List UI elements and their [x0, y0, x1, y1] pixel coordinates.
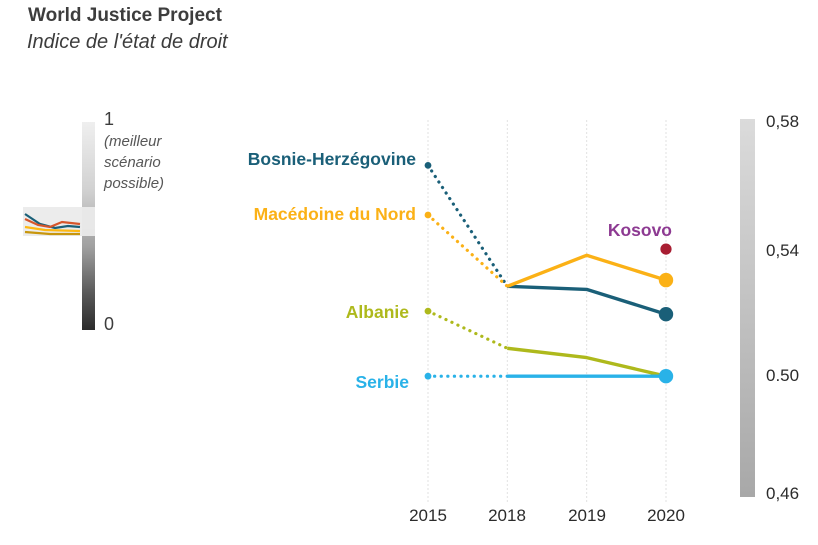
x-axis-label-2020: 2020: [647, 506, 685, 525]
start-marker-macedoine-du-nord: [424, 211, 432, 219]
y-axis-tick: 0,54: [766, 241, 800, 260]
series-label-macedoine-du-nord: Macédoine du Nord: [253, 204, 416, 224]
start-marker-serbie: [424, 372, 432, 380]
page-title: World Justice Project: [28, 5, 222, 26]
mini-scale-max-label: 1: [104, 109, 115, 129]
series-label-serbie: Serbie: [355, 372, 410, 392]
line-solid-albanie: [507, 346, 667, 378]
value-scale-gradient-bar: [740, 119, 755, 497]
page-subtitle: Indice de l'état de droit: [27, 31, 228, 53]
mini-sparkline-line: [24, 230, 80, 236]
series-label-albanie: Albanie: [345, 302, 409, 322]
line-dotted-albanie: [426, 309, 509, 350]
end-dot-macedoine-du-nord: [658, 272, 674, 288]
end-dot-bosnie-herzegovine: [658, 307, 674, 322]
line-dotted-bosnie-herzegovine: [426, 163, 509, 288]
mini-sparkline-line: [24, 213, 81, 230]
series-label-bosnie-herzegovine: Bosnie-Herzégovine: [247, 149, 416, 169]
x-axis-label-2018: 2018: [488, 506, 526, 525]
mini-sparkline-line: [24, 225, 81, 233]
line-solid-bosnie-herzegovine: [507, 284, 667, 316]
line-dotted-macedoine-du-nord: [426, 213, 509, 288]
mini-sparkline-line: [24, 218, 81, 229]
start-marker-bosnie-herzegovine: [424, 162, 432, 169]
mini-scale-note: (meilleur scénario possible): [104, 133, 165, 192]
mini-scale-min-label: 0: [104, 314, 115, 334]
end-dot-serbie: [658, 369, 674, 384]
start-marker-albanie: [424, 307, 432, 315]
end-dot-kosovo: [660, 243, 672, 255]
y-axis-tick: 0,58: [766, 112, 800, 131]
x-axis-label-2015: 2015: [409, 506, 447, 525]
line-solid-macedoine-du-nord: [506, 253, 667, 288]
series-label-kosovo: Kosovo: [607, 220, 672, 240]
x-axis-label-2019: 2019: [568, 506, 606, 525]
y-axis-tick: 0,46: [766, 484, 800, 503]
y-axis-tick: 0.50: [766, 366, 800, 385]
